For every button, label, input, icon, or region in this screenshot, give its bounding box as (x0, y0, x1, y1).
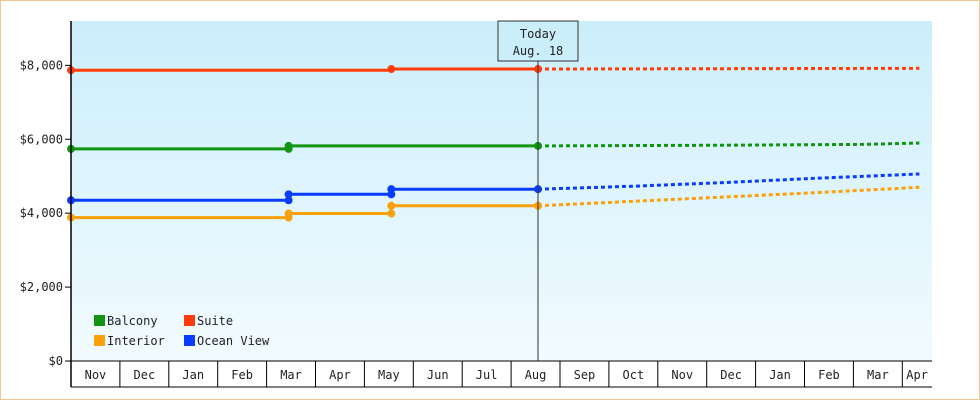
data-point-balcony (284, 141, 293, 150)
series-line-suite (71, 67, 538, 72)
forecast-line-balcony (537, 141, 920, 148)
x-tick-label: Apr (906, 368, 928, 382)
x-tick-label: Jan (769, 368, 791, 382)
data-point-ocean-view (284, 196, 293, 205)
series-line-ocean-view (71, 187, 538, 202)
x-tick-label: Mar (280, 368, 302, 382)
x-tick-label: Jul (476, 368, 498, 382)
x-tick-label: Feb (818, 368, 840, 382)
data-point-suite (387, 65, 396, 74)
x-tick-label: Jan (182, 368, 204, 382)
plot-area (71, 21, 932, 361)
series-balcony (67, 141, 920, 153)
x-tick-label: Feb (231, 368, 253, 382)
y-tick-label: $2,000 (20, 280, 63, 294)
y-tick-label: $8,000 (20, 58, 63, 72)
legend: Balcony Suite Interior Ocean View (94, 314, 270, 348)
legend-swatch-ocean-view (184, 335, 195, 346)
data-point-ocean-view (284, 190, 293, 199)
y-tick-label: $4,000 (20, 206, 63, 220)
series-layer (67, 65, 920, 222)
legend-swatch-suite (184, 315, 195, 326)
series-suite (67, 65, 920, 75)
x-tick-label: Oct (623, 368, 645, 382)
axes-layer: $0 $2,000 $4,000 $6,000 $8,000 Nov Dec Jan Feb Ma… (20, 21, 932, 388)
legend-label-interior: Interior (107, 334, 165, 348)
legend-label-ocean-view: Ocean View (197, 334, 270, 348)
x-tick-label: Nov (85, 368, 107, 382)
x-tick-label: Mar (867, 368, 889, 382)
legend-swatch-balcony (94, 315, 105, 326)
x-tick-label: Aug (525, 368, 547, 382)
data-point-interior (387, 209, 396, 218)
forecast-line-interior (537, 185, 920, 208)
today-label: Today (520, 27, 556, 41)
data-point-interior (284, 209, 293, 218)
x-tick-label: Dec (720, 368, 742, 382)
legend-label-balcony: Balcony (107, 314, 158, 328)
x-tick-label: Sep (574, 368, 596, 382)
today-marker: Today Aug. 18 (497, 20, 579, 361)
data-point-interior (387, 201, 396, 210)
y-tick-label: $6,000 (20, 132, 63, 146)
x-tick-label: Jun (427, 368, 449, 382)
legend-swatch-interior (94, 335, 105, 346)
data-point-ocean-view (387, 185, 396, 194)
x-tick-label: Dec (134, 368, 156, 382)
legend-label-suite: Suite (197, 314, 233, 328)
x-tick-label: May (378, 368, 400, 382)
series-ocean-view (67, 172, 920, 205)
today-label-box (497, 20, 579, 62)
x-tick-label: Apr (329, 368, 351, 382)
forecast-line-ocean-view (537, 172, 920, 191)
x-tick-label: Nov (671, 368, 693, 382)
y-tick-label: $0 (49, 354, 63, 368)
forecast-line-suite (537, 66, 920, 71)
series-line-interior (71, 204, 538, 220)
today-date: Aug. 18 (513, 44, 564, 58)
